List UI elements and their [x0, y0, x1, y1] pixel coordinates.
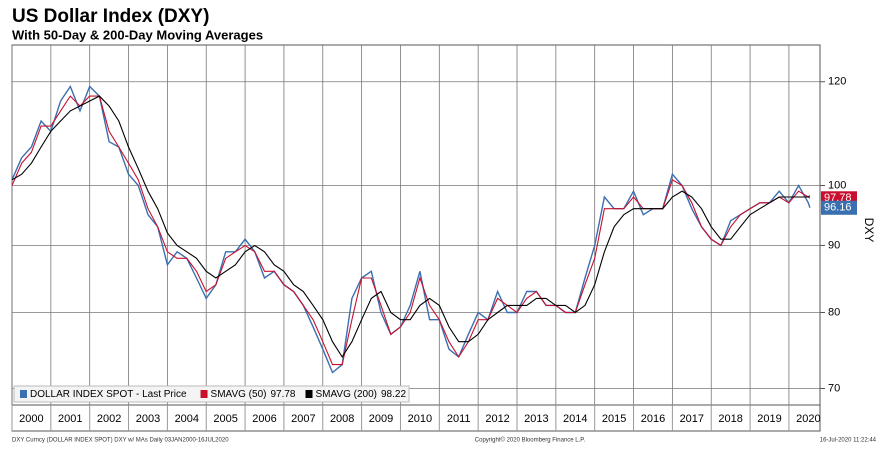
x-tick-label: 2020: [796, 413, 820, 425]
series-line: [11, 95, 811, 366]
y-tick-label: 80: [828, 306, 840, 318]
x-tick-label: 2013: [524, 413, 548, 425]
legend-swatch: [20, 390, 27, 398]
x-tick-label: 2010: [408, 413, 432, 425]
footer-right: 16-Jul-2020 11:22:44: [820, 438, 877, 444]
legend-label: SMAVG (50): [211, 389, 267, 400]
legend-swatch: [200, 390, 208, 398]
x-tick-label: 2003: [136, 413, 160, 425]
footer-left: DXY Curncy (DOLLAR INDEX SPOT) DXY w/ MA…: [12, 438, 229, 444]
legend-label: SMAVG (200): [316, 389, 378, 400]
last-value-label: 96.16: [824, 202, 852, 214]
x-tick-label: 2018: [718, 413, 742, 425]
legend-label: DOLLAR INDEX SPOT - Last Price: [30, 389, 187, 400]
legend-value: 97.78: [270, 389, 295, 400]
x-tick-label: 2014: [563, 413, 587, 425]
x-tick-label: 2004: [175, 413, 199, 425]
x-tick-label: 2006: [252, 413, 276, 425]
legend-swatch: [305, 390, 313, 398]
y-tick-label: 90: [828, 239, 840, 251]
x-tick-label: 2001: [58, 413, 82, 425]
y-tick-label: 120: [828, 76, 846, 88]
x-tick-label: 2000: [19, 413, 43, 425]
footer-center: Copyright© 2020 Bloomberg Finance L.P.: [475, 437, 586, 444]
plot-area: [11, 44, 821, 406]
x-tick-label: 2011: [447, 413, 471, 425]
x-tick-label: 2017: [680, 413, 704, 425]
x-tick-label: 2002: [97, 413, 121, 425]
chart-subtitle: With 50-Day & 200-Day Moving Averages: [12, 27, 263, 42]
x-tick-label: 2005: [213, 413, 237, 425]
x-tick-label: 2007: [291, 413, 315, 425]
y-axis-label: DXY: [862, 218, 876, 243]
x-tick-label: 2016: [641, 413, 665, 425]
chart-title: US Dollar Index (DXY): [12, 6, 209, 27]
x-tick-label: 2012: [485, 413, 509, 425]
y-tick-label: 70: [828, 382, 840, 394]
x-tick-label: 2019: [757, 413, 781, 425]
last-value-box: [821, 200, 857, 215]
x-axis-band: [11, 404, 821, 432]
x-tick-label: 2009: [369, 413, 393, 425]
series-line: [11, 95, 811, 358]
x-tick-label: 2015: [602, 413, 626, 425]
y-tick-label: 100: [828, 179, 846, 191]
x-tick-label: 2008: [330, 413, 354, 425]
legend-value: 98.22: [381, 389, 406, 400]
